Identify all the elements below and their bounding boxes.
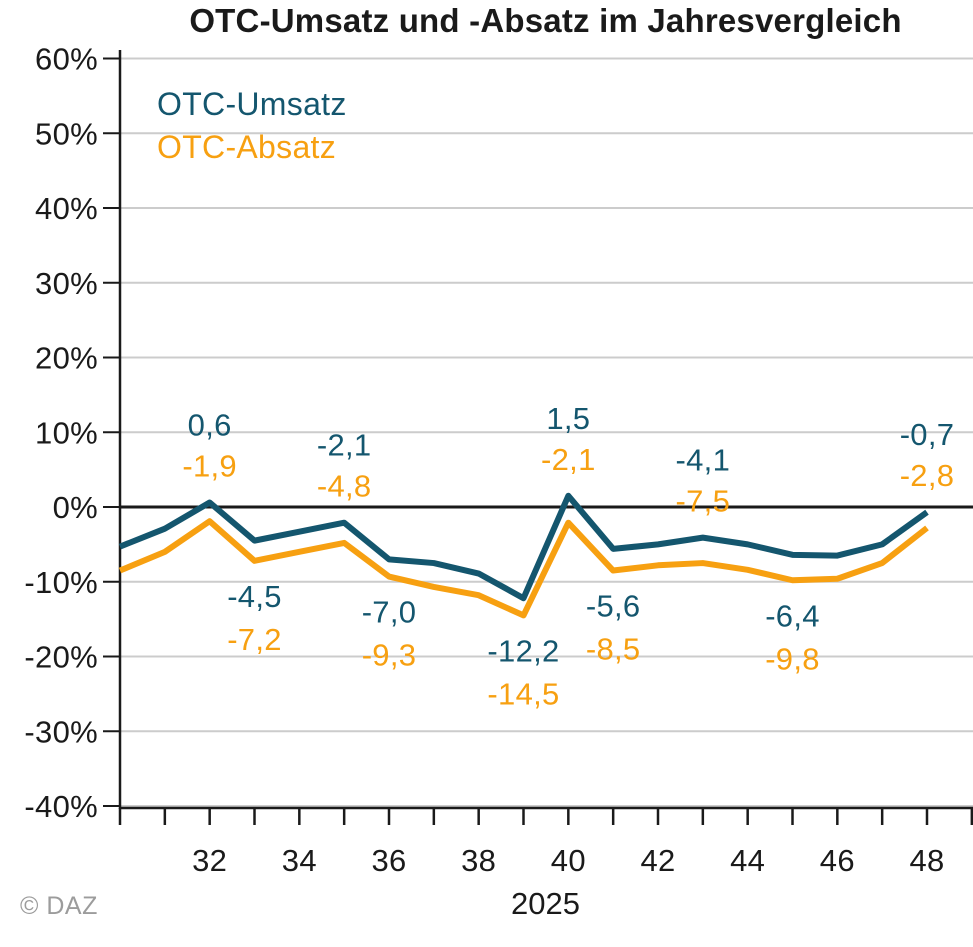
x-tick-label: 42 [640,843,675,878]
x-tick-label: 44 [730,843,765,878]
series-line-absatz [118,518,929,619]
y-tick-label: 50% [35,116,98,151]
data-label-absatz: -1,9 [182,449,237,484]
x-tick-label: 38 [461,843,496,878]
data-label-umsatz: -4,5 [227,579,282,614]
data-label-absatz: -7,5 [676,484,731,519]
data-label-umsatz: -12,2 [487,633,559,668]
y-tick-label: -30% [24,714,98,749]
y-tick-label: 20% [35,341,98,376]
legend-item-otc-umsatz: OTC-Umsatz [157,86,347,122]
data-label-umsatz: -4,1 [676,443,731,478]
data-label-absatz: -9,3 [362,638,417,673]
data-label-absatz: -7,2 [227,622,282,657]
y-tick-label: 0% [53,490,98,525]
x-tick-label: 48 [909,843,944,878]
data-label-absatz: -9,8 [765,641,820,676]
data-label-absatz: -14,5 [487,676,559,711]
x-tick-label: 46 [820,843,855,878]
copyright-label: © DAZ [20,892,98,920]
y-tick-label: 60% [35,42,98,77]
data-label-absatz: -8,5 [586,632,641,667]
y-tick-label: 10% [35,415,98,450]
x-tick-label: 34 [282,843,317,878]
data-label-absatz: -4,8 [317,469,372,504]
data-label-umsatz: -5,6 [586,589,641,624]
data-label-absatz: -2,8 [900,458,955,493]
x-axis-year-label: 2025 [511,886,580,921]
data-label-umsatz: -7,0 [362,595,417,630]
data-label-umsatz: -6,4 [765,598,820,633]
chart-title: OTC-Umsatz und -Absatz im Jahresvergleic… [189,2,902,39]
legend-item-otc-absatz: OTC-Absatz [157,129,337,165]
y-tick-label: 30% [35,266,98,301]
y-tick-label: -20% [24,640,98,675]
data-label-umsatz: 1,5 [546,401,590,436]
data-label-umsatz: -0,7 [900,417,955,452]
x-tick-label: 40 [551,843,586,878]
x-tick-label: 36 [371,843,406,878]
y-tick-label: 40% [35,191,98,226]
y-tick-label: -40% [24,789,98,824]
y-tick-label: -10% [24,565,98,600]
data-label-umsatz: 0,6 [188,408,232,443]
data-label-umsatz: -2,1 [317,428,372,463]
x-tick-label: 32 [192,843,227,878]
series-line-umsatz [118,492,929,602]
data-label-absatz: -2,1 [541,442,596,477]
